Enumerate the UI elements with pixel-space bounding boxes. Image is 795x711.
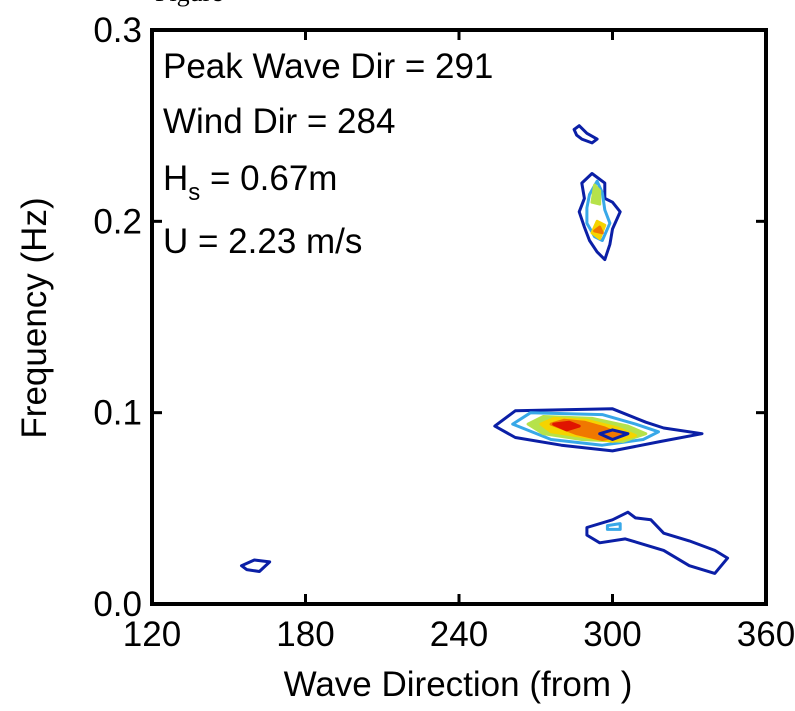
contour-layer <box>240 124 730 575</box>
isolated-contour-level-1 <box>240 558 272 573</box>
wind-sea-contour-level-1 <box>577 172 622 262</box>
y-tick-label: 0.1 <box>93 394 142 433</box>
annotation-hs-value: = 0.67m <box>200 159 337 198</box>
swell-contour-level-6 <box>552 420 581 432</box>
plot-frame <box>150 28 768 606</box>
y-tick-label: 0.3 <box>93 11 142 50</box>
annotation-peak-wave-dir: Peak Wave Dir = 291 <box>163 47 493 86</box>
swell-contour-level-2 <box>511 411 660 447</box>
tick-layer: 120 180 240 300 360 0.0 0.1 0.2 0.3 <box>93 11 795 654</box>
x-axis-label: Wave Direction (from ) <box>284 665 633 704</box>
annotation-hs-symbol: H <box>163 159 188 198</box>
x-tick-label: 300 <box>583 615 641 654</box>
low-frequency-contour-level-2 <box>605 522 622 531</box>
swell-contour-level-1 <box>493 407 704 453</box>
upper-small-contour-level-1 <box>572 124 599 145</box>
low-frequency-contour-level-1 <box>585 510 730 575</box>
x-tick-label: 240 <box>430 615 488 654</box>
x-tick-label: 180 <box>276 615 334 654</box>
x-tick-label: 120 <box>123 615 181 654</box>
swell-contour-secondary-core-level-1 <box>598 428 630 441</box>
header-fragment: Figure <box>155 0 223 8</box>
annotation-hs: Hs = 0.67m <box>163 159 337 206</box>
y-tick-label: 0.2 <box>93 202 142 241</box>
x-tick-label: 360 <box>737 615 795 654</box>
wind-sea-contour-level-3 <box>590 183 602 206</box>
annotation-wind-dir: Wind Dir = 284 <box>163 102 395 141</box>
annotation-wind-speed: U = 2.23 m/s <box>163 222 362 261</box>
y-axis-label: Frequency (Hz) <box>15 197 54 438</box>
y-tick-label: 0.0 <box>93 585 142 624</box>
wind-sea-contour-level-5 <box>593 225 604 235</box>
annotation-hs-subscript: s <box>188 179 200 206</box>
